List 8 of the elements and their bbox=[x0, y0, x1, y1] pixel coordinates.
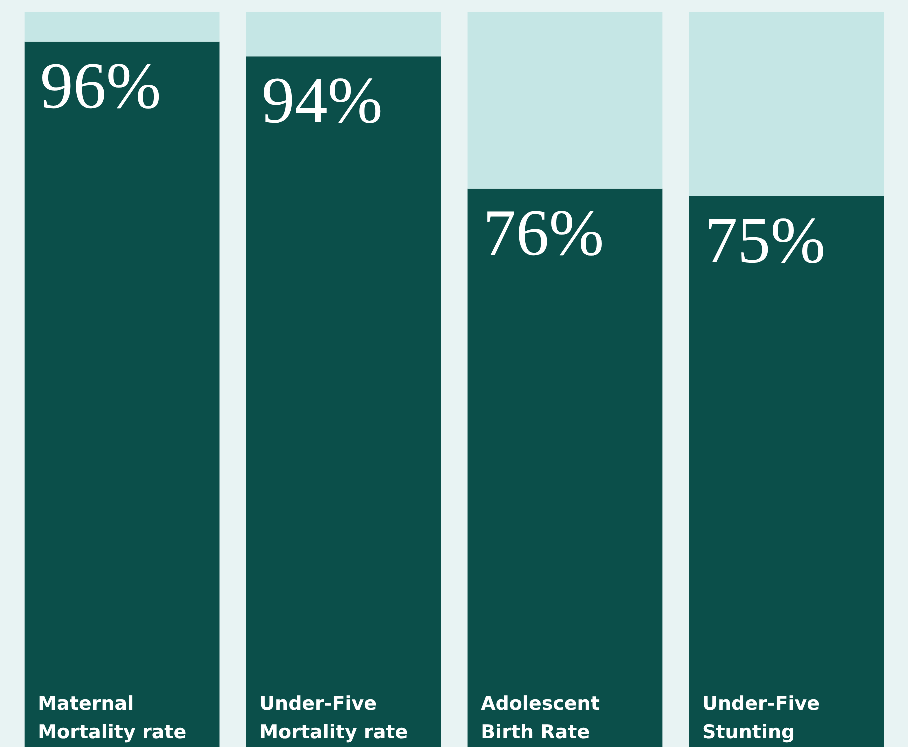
data-label: 75% bbox=[704, 204, 826, 278]
x-tick-label: Maternal Mortality rate bbox=[38, 692, 187, 744]
x-tick-label: Under-Five Mortality rate bbox=[260, 692, 408, 744]
data-label: 96% bbox=[40, 50, 162, 123]
x-tick-label: Under-Five Stunting bbox=[702, 692, 820, 744]
data-label: 94% bbox=[262, 64, 383, 138]
data-label: 76% bbox=[483, 196, 604, 270]
x-tick-label: Adolescent Birth Rate bbox=[481, 692, 600, 744]
